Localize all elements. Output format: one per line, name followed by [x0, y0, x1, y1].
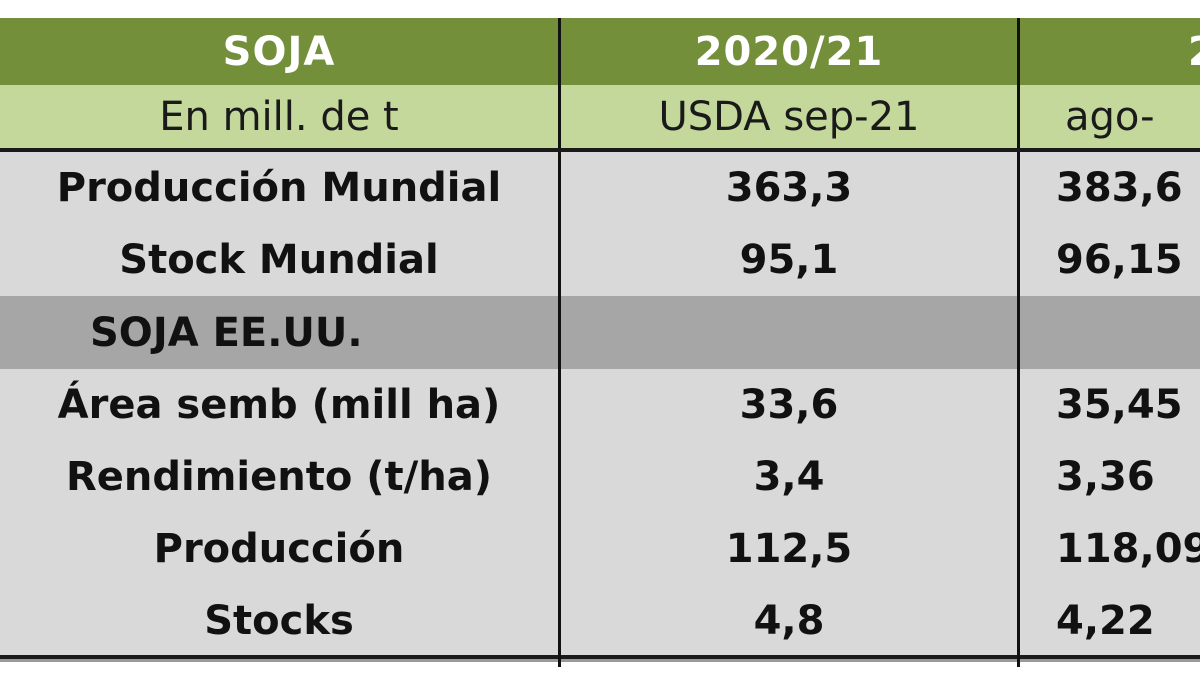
table-row: Producción 112,5 118,09: [0, 513, 1200, 585]
row-label: Producción: [153, 526, 405, 572]
column-divider: [558, 655, 561, 667]
row-value-col1: 3,4: [558, 441, 1017, 513]
header-row: SOJA 2020/21 20: [0, 18, 1200, 85]
section-row-us: SOJA EE.UU.: [0, 296, 1200, 369]
row-value-col1: 33,6: [558, 369, 1017, 441]
table-bottom-border: [0, 655, 1200, 665]
section-label: SOJA EE.UU.: [90, 309, 363, 356]
row-label: Área semb (mill ha): [57, 382, 501, 428]
section-empty-col1: [558, 296, 1017, 369]
row-label: Stock Mundial: [119, 237, 439, 283]
row-value-col2: 3,36: [1017, 441, 1200, 513]
row-label: Rendimiento (t/ha): [65, 454, 493, 500]
row-value-col2: 35,45: [1017, 369, 1200, 441]
column-divider: [1017, 655, 1020, 667]
source-label-col1: USDA sep-21: [558, 85, 1017, 148]
header-col-2020-21: 2020/21: [558, 18, 1017, 85]
table-row: Área semb (mill ha) 33,6 35,45: [0, 369, 1200, 441]
row-value-col2: 118,09: [1017, 513, 1200, 585]
table-row: Producción Mundial 363,3 383,6: [0, 152, 1200, 224]
table-row: Rendimiento (t/ha) 3,4 3,36: [0, 441, 1200, 513]
source-label-col2: ago-: [1017, 85, 1200, 148]
subheader-row: En mill. de t USDA sep-21 ago-: [0, 85, 1200, 152]
row-value-col1: 4,8: [558, 585, 1017, 657]
soja-table: SOJA 2020/21 20 En mill. de t USDA sep-2…: [0, 18, 1200, 657]
row-label: Producción Mundial: [56, 165, 502, 211]
table-row: Stock Mundial 95,1 96,15: [0, 224, 1200, 296]
table-row: Stocks 4,8 4,22: [0, 585, 1200, 657]
row-value-col1: 363,3: [558, 152, 1017, 224]
unit-label: En mill. de t: [159, 93, 399, 140]
row-value-col2: 4,22: [1017, 585, 1200, 657]
header-title: SOJA: [222, 28, 336, 75]
section-empty-col2: [1017, 296, 1200, 369]
row-value-col2: 96,15: [1017, 224, 1200, 296]
row-label: Stocks: [204, 598, 354, 644]
row-value-col2: 383,6: [1017, 152, 1200, 224]
row-value-col1: 95,1: [558, 224, 1017, 296]
row-value-col1: 112,5: [558, 513, 1017, 585]
header-col-next: 20: [1017, 18, 1200, 85]
